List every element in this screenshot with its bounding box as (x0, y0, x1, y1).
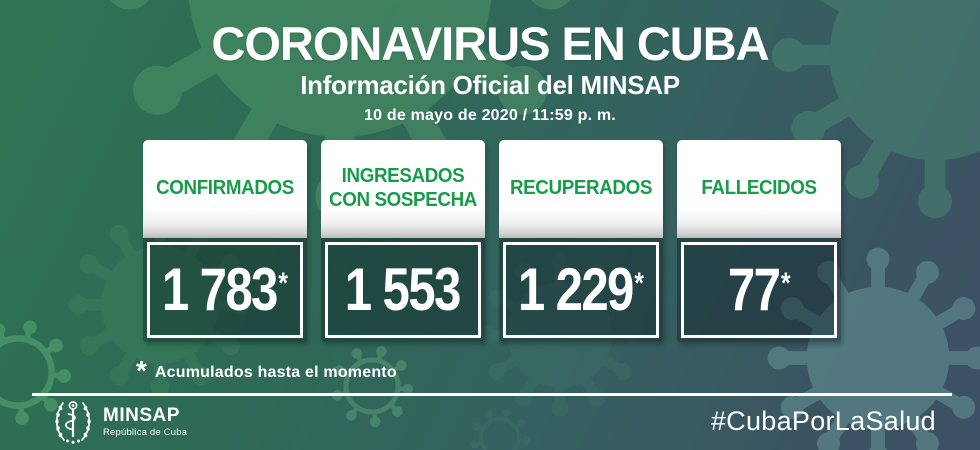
card-header: FALLECIDOS (677, 140, 841, 238)
card-value-panel: 77* (677, 238, 841, 342)
report-datetime: 10 de mayo de 2020 / 11:59 p. m. (364, 106, 616, 124)
virus-icon (468, 406, 532, 450)
card-header: CONFIRMADOS (143, 140, 307, 238)
footnote: * Acumulados hasta el momento (136, 357, 397, 385)
card-label: CONFIRMADOS (156, 177, 294, 200)
asterisk-marker: * (136, 355, 147, 386)
card-header: INGRESADOS CON SOSPECHA (321, 140, 485, 238)
card-label: RECUPERADOS (509, 177, 653, 200)
card-fallecidos: FALLECIDOS 77* (677, 140, 841, 342)
page-subtitle: Información Oficial del MINSAP (300, 69, 680, 100)
card-value: 1 229* (517, 256, 645, 323)
stat-cards: CONFIRMADOS 1 783* INGRESADOS CON SOSPEC… (143, 140, 841, 342)
card-label: INGRESADOS CON SOSPECHA (328, 165, 477, 211)
card-value: 77* (727, 256, 791, 323)
asterisk-marker: * (278, 267, 289, 300)
card-value: 1 783* (161, 256, 289, 323)
campaign-hashtag: #CubaPorLaSalud (710, 406, 936, 436)
card-ingresados-con-sospecha: INGRESADOS CON SOSPECHA 1 553 (321, 140, 485, 342)
page-title: CORONAVIRUS EN CUBA (211, 17, 769, 70)
card-confirmados: CONFIRMADOS 1 783* (143, 140, 307, 342)
asterisk-marker: * (780, 267, 791, 300)
card-value-panel: 1 229* (499, 238, 663, 342)
minsap-emblem-icon (55, 401, 91, 444)
card-header: RECUPERADOS (499, 140, 663, 238)
footer-divider (32, 393, 952, 396)
header: CORONAVIRUS EN CUBA Información Oficial … (0, 20, 980, 125)
footnote-text: Acumulados hasta el momento (154, 364, 397, 381)
asterisk-marker: * (634, 267, 645, 300)
card-value-panel: 1 553 (321, 238, 485, 342)
card-value-panel: 1 783* (143, 238, 307, 342)
card-recuperados: RECUPERADOS 1 229* (499, 140, 663, 342)
org-name: MINSAP (103, 405, 180, 427)
org-subtitle: República de Cuba (103, 426, 188, 438)
card-value: 1 553 (344, 256, 462, 323)
minsap-logo: MINSAP República de Cuba (50, 399, 187, 445)
card-label: FALLECIDOS (701, 177, 817, 200)
